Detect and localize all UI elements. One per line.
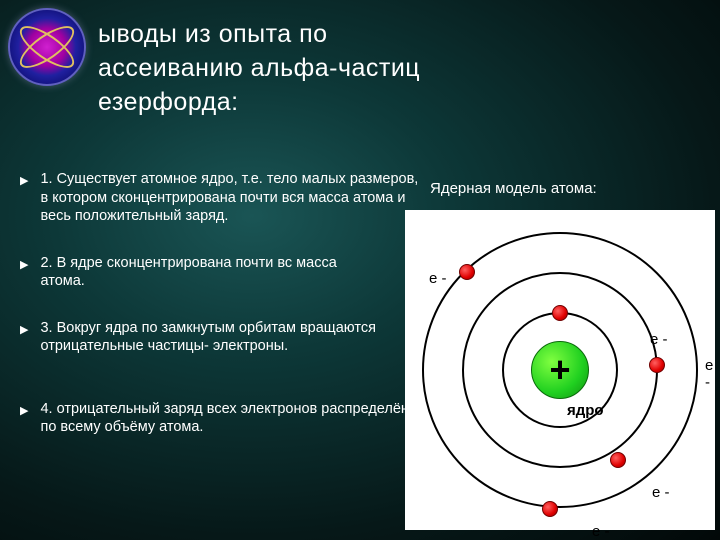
nucleus: + [531,341,589,399]
item-text: 1. Существует атомное ядро, т.е. тело ма… [40,170,420,226]
bullet-icon: ▶ [20,258,28,271]
title-line: ассеиванию альфа-частиц [98,52,420,86]
electron [610,452,626,468]
item-text: 2. В ядре сконцентрирована почти вс масс… [40,254,420,291]
electron-label: e - [650,331,668,348]
title-line: ыводы из опыта по [98,18,420,52]
electron [542,501,558,517]
nucleus-label: ядро [567,402,604,419]
electron-label: e - [652,484,670,501]
nucleus-sign: + [549,349,570,391]
list-item: ▶ 4. отрицательный заряд всех электронов… [20,400,420,437]
bullet-icon: ▶ [20,174,28,187]
electron-label: e - [429,270,447,287]
title-line: езерфорда: [98,86,420,120]
atom-diagram: + e -e -e -e -e - ядро [405,210,715,530]
diagram-subtitle: Ядерная модель атома: [430,180,597,197]
electron [459,264,475,280]
bullet-icon: ▶ [20,323,28,336]
electron-label: e - [592,523,610,540]
conclusions-list: ▶ 1. Существует атомное ядро, т.е. тело … [20,170,420,465]
bullet-icon: ▶ [20,404,28,417]
electron [552,305,568,321]
electron-label: e - [705,357,715,391]
electron [649,357,665,373]
item-text: 3. Вокруг ядра по замкнутым орбитам вращ… [40,319,420,356]
list-item: ▶ 1. Существует атомное ядро, т.е. тело … [20,170,420,226]
item-text: 4. отрицательный заряд всех электронов р… [40,400,420,437]
list-item: ▶ 2. В ядре сконцентрирована почти вс ма… [20,254,420,291]
slide-title: ыводы из опыта по ассеиванию альфа-части… [98,18,420,119]
atom-emblem [8,8,86,86]
list-item: ▶ 3. Вокруг ядра по замкнутым орбитам вр… [20,319,420,356]
